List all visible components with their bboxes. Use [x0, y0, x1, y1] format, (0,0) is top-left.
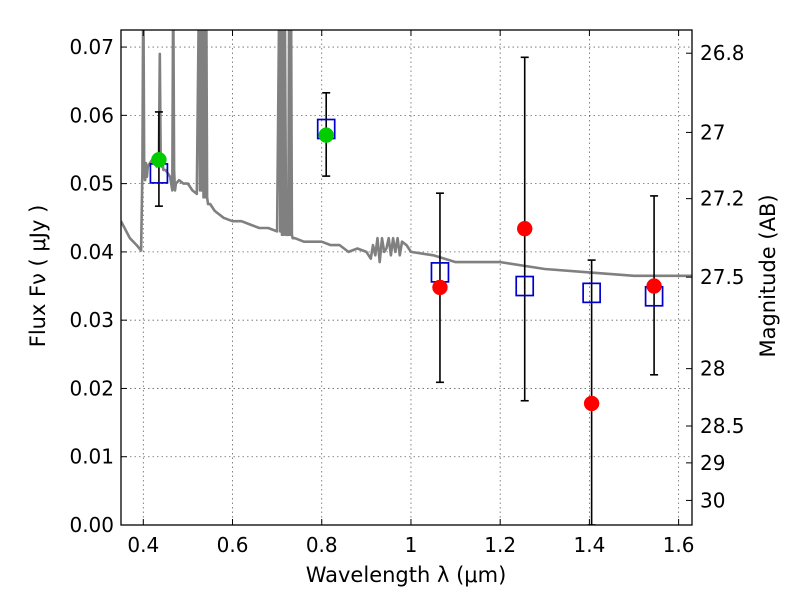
x-tick-label: 0.8 [306, 533, 338, 557]
y-tick-label: 0.06 [69, 103, 114, 127]
synthetic-photometry-square [515, 275, 535, 297]
observed-flux-point [151, 151, 167, 168]
sed-model-layer [121, 30, 692, 278]
tick-labels: 0.4 0.6 0.8 1 1.2 1.4 1.6 0.00 0.01 0.02 0.03 0.04 0… [69, 35, 744, 557]
y2-tick-label: 26.8 [700, 41, 745, 65]
y2-tick-label: 29 [700, 451, 725, 475]
y2-tick-label: 27 [700, 120, 725, 144]
y-tick-label: 0.01 [69, 445, 114, 469]
observed-flux-point [432, 279, 448, 296]
observed-flux-point [516, 220, 533, 237]
x-tick-label: 1.2 [484, 533, 516, 557]
y-tick-label: 0.07 [69, 35, 114, 59]
x-tick-label: 0.4 [127, 533, 159, 557]
synthetic-photometry-square [582, 282, 601, 304]
x-tick-label: 1.6 [663, 533, 695, 557]
y-axis-label: Flux Fν ( μJy ) [26, 205, 50, 348]
x-axis-label: Wavelength λ (μm) [306, 563, 507, 587]
sed-model-line [121, 30, 692, 278]
y2-tick-label: 27.5 [700, 265, 745, 289]
y-tick-label: 0.04 [69, 240, 114, 264]
y-tick-label: 0.00 [69, 513, 114, 537]
y2-tick-label: 27.2 [700, 187, 745, 211]
y2-axis-label: Magnitude (AB) [756, 194, 780, 357]
x-tick-label: 1 [405, 533, 418, 557]
observed-flux-point [583, 395, 600, 412]
observed-flux-point [646, 278, 662, 294]
grid [121, 30, 692, 526]
y2-tick-label: 30 [700, 488, 725, 512]
x-tick-label: 1.4 [573, 533, 605, 557]
markers [149, 118, 664, 412]
y-tick-label: 0.03 [69, 308, 114, 332]
y-tick-label: 0.02 [69, 376, 114, 400]
observed-flux-point [318, 127, 334, 143]
ticks [121, 30, 692, 526]
y-tick-label: 0.05 [69, 172, 114, 196]
x-tick-label: 0.6 [217, 533, 249, 557]
y2-tick-label: 28 [700, 357, 725, 381]
y2-tick-label: 28.5 [700, 414, 745, 438]
